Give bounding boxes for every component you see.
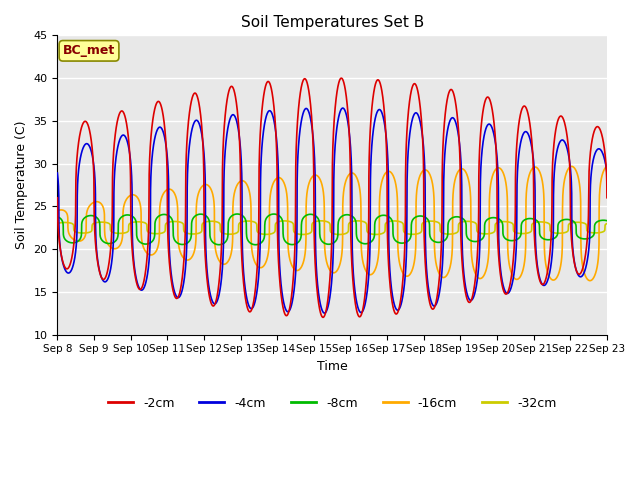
-32cm — [335, 232, 343, 238]
-8cm — [551, 235, 559, 240]
-32cm — [603, 221, 611, 227]
Title: Soil Temperatures Set B: Soil Temperatures Set B — [241, 15, 424, 30]
-4cm — [603, 170, 611, 176]
-4cm — [339, 105, 347, 111]
-2cm — [396, 303, 403, 309]
Line: -16cm: -16cm — [58, 166, 607, 281]
-32cm — [317, 218, 325, 224]
-8cm — [603, 218, 611, 224]
-8cm — [54, 214, 61, 220]
-32cm — [207, 218, 214, 224]
-8cm — [207, 237, 214, 242]
-4cm — [386, 270, 394, 276]
-2cm — [319, 314, 327, 320]
-2cm — [54, 195, 61, 201]
-4cm — [207, 294, 214, 300]
-8cm — [252, 242, 259, 248]
X-axis label: Time: Time — [317, 360, 348, 373]
-16cm — [207, 186, 214, 192]
-8cm — [234, 211, 241, 217]
-32cm — [551, 230, 559, 236]
-2cm — [551, 132, 559, 138]
-2cm — [386, 281, 394, 287]
-4cm — [603, 169, 611, 175]
-8cm — [603, 218, 611, 224]
-16cm — [54, 208, 61, 214]
-4cm — [54, 170, 61, 176]
-8cm — [396, 240, 403, 246]
-16cm — [172, 192, 179, 198]
-16cm — [386, 168, 394, 174]
-4cm — [551, 161, 559, 167]
Line: -2cm: -2cm — [58, 78, 607, 317]
-32cm — [396, 219, 403, 225]
-32cm — [386, 218, 394, 224]
Legend: -2cm, -4cm, -8cm, -16cm, -32cm: -2cm, -4cm, -8cm, -16cm, -32cm — [103, 392, 561, 415]
-16cm — [603, 163, 611, 169]
-32cm — [54, 221, 61, 227]
-8cm — [172, 238, 179, 244]
Line: -8cm: -8cm — [58, 214, 607, 245]
Text: BC_met: BC_met — [63, 44, 115, 57]
-8cm — [386, 215, 394, 220]
-2cm — [337, 75, 345, 81]
-16cm — [396, 259, 403, 264]
Y-axis label: Soil Temperature (C): Soil Temperature (C) — [15, 120, 28, 249]
Line: -32cm: -32cm — [58, 221, 607, 235]
-16cm — [586, 278, 594, 284]
-32cm — [603, 221, 611, 227]
-4cm — [321, 310, 328, 316]
-2cm — [603, 195, 611, 201]
Line: -4cm: -4cm — [58, 108, 607, 313]
-16cm — [551, 277, 559, 283]
-4cm — [396, 305, 403, 311]
-2cm — [603, 179, 611, 185]
-2cm — [172, 294, 179, 300]
-4cm — [172, 291, 179, 297]
-32cm — [172, 218, 179, 224]
-16cm — [603, 164, 611, 169]
-2cm — [207, 300, 214, 305]
